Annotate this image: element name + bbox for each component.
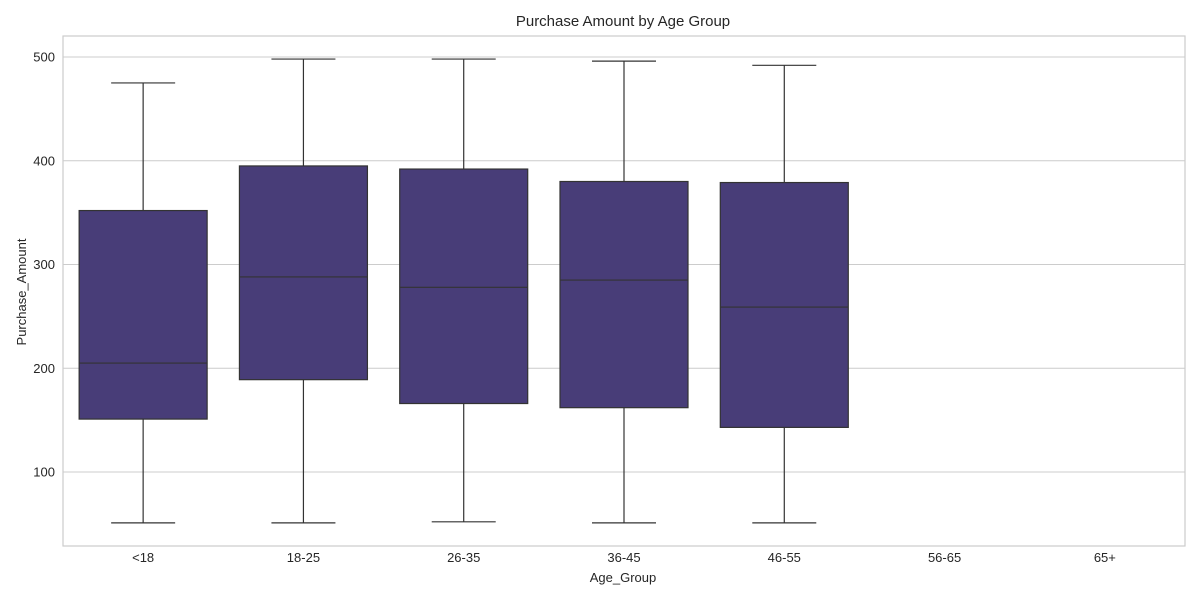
box (238, 165, 369, 381)
y-tick-label: 300 (33, 257, 55, 272)
box-group (238, 58, 369, 524)
box (399, 168, 529, 405)
box-group (78, 82, 208, 524)
y-tick-label: 100 (33, 465, 55, 480)
x-axis-ticks: <18 18-25 26-35 36-45 46-55 56-65 65+ (132, 550, 1116, 565)
plot-area (62, 35, 1186, 547)
x-tick-label: 65+ (1094, 550, 1116, 565)
y-tick-label: 500 (33, 50, 55, 65)
x-tick-label: 26-35 (447, 550, 480, 565)
box-group (399, 58, 529, 523)
y-tick-label: 400 (33, 153, 55, 168)
x-axis-label: Age_Group (590, 570, 657, 585)
x-tick-label: 56-65 (928, 550, 961, 565)
box-group (559, 60, 689, 524)
box-group (719, 64, 849, 524)
y-axis-label: Purchase_Amount (14, 238, 29, 345)
x-tick-label: 18-25 (287, 550, 320, 565)
x-tick-label: 36-45 (607, 550, 640, 565)
box (719, 181, 849, 428)
x-tick-label: 46-55 (768, 550, 801, 565)
x-tick-label: <18 (132, 550, 154, 565)
y-tick-label: 200 (33, 361, 55, 376)
y-axis-ticks: 100 200 300 400 500 (33, 50, 55, 480)
chart-title: Purchase Amount by Age Group (516, 13, 730, 30)
box (559, 180, 689, 409)
box (78, 209, 208, 420)
boxes (78, 58, 849, 524)
